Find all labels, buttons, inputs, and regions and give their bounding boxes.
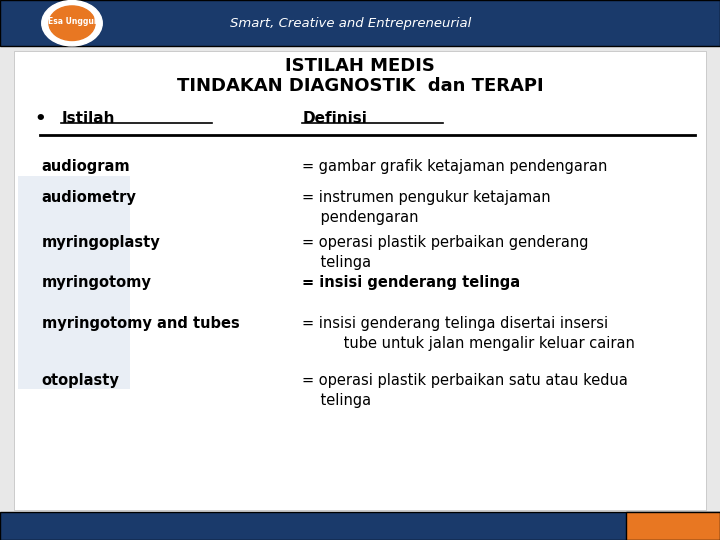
Text: myringotomy: myringotomy [42,275,152,291]
Circle shape [49,6,95,40]
Text: Definisi: Definisi [302,111,367,126]
Text: •: • [35,110,46,128]
Text: = gambar grafik ketajaman pendengaran: = gambar grafik ketajaman pendengaran [302,159,608,174]
Text: TINDAKAN DIAGNOSTIK  dan TERAPI: TINDAKAN DIAGNOSTIK dan TERAPI [176,77,544,96]
Text: otoplasty: otoplasty [42,373,120,388]
Text: = insisi genderang telinga: = insisi genderang telinga [302,275,521,291]
FancyBboxPatch shape [0,512,720,540]
Text: Esa Unggul: Esa Unggul [48,17,96,26]
Text: Smart, Creative and Entrepreneurial: Smart, Creative and Entrepreneurial [230,17,472,30]
FancyBboxPatch shape [626,512,720,540]
Text: Istilah: Istilah [61,111,114,126]
FancyBboxPatch shape [18,176,130,389]
Text: myringoplasty: myringoplasty [42,235,161,250]
Text: audiometry: audiometry [42,190,137,205]
FancyBboxPatch shape [0,0,720,46]
Text: = operasi plastik perbaikan satu atau kedua
    telinga: = operasi plastik perbaikan satu atau ke… [302,373,629,408]
Text: = operasi plastik perbaikan genderang
    telinga: = operasi plastik perbaikan genderang te… [302,235,589,271]
Text: audiogram: audiogram [42,159,130,174]
FancyBboxPatch shape [14,51,706,510]
Text: = instrumen pengukur ketajaman
    pendengaran: = instrumen pengukur ketajaman pendengar… [302,190,551,226]
Text: myringotomy and tubes: myringotomy and tubes [42,316,240,331]
Text: = insisi genderang telinga disertai insersi
         tube untuk jalan mengalir k: = insisi genderang telinga disertai inse… [302,316,635,352]
Circle shape [42,1,102,46]
Text: ISTILAH MEDIS: ISTILAH MEDIS [285,57,435,75]
